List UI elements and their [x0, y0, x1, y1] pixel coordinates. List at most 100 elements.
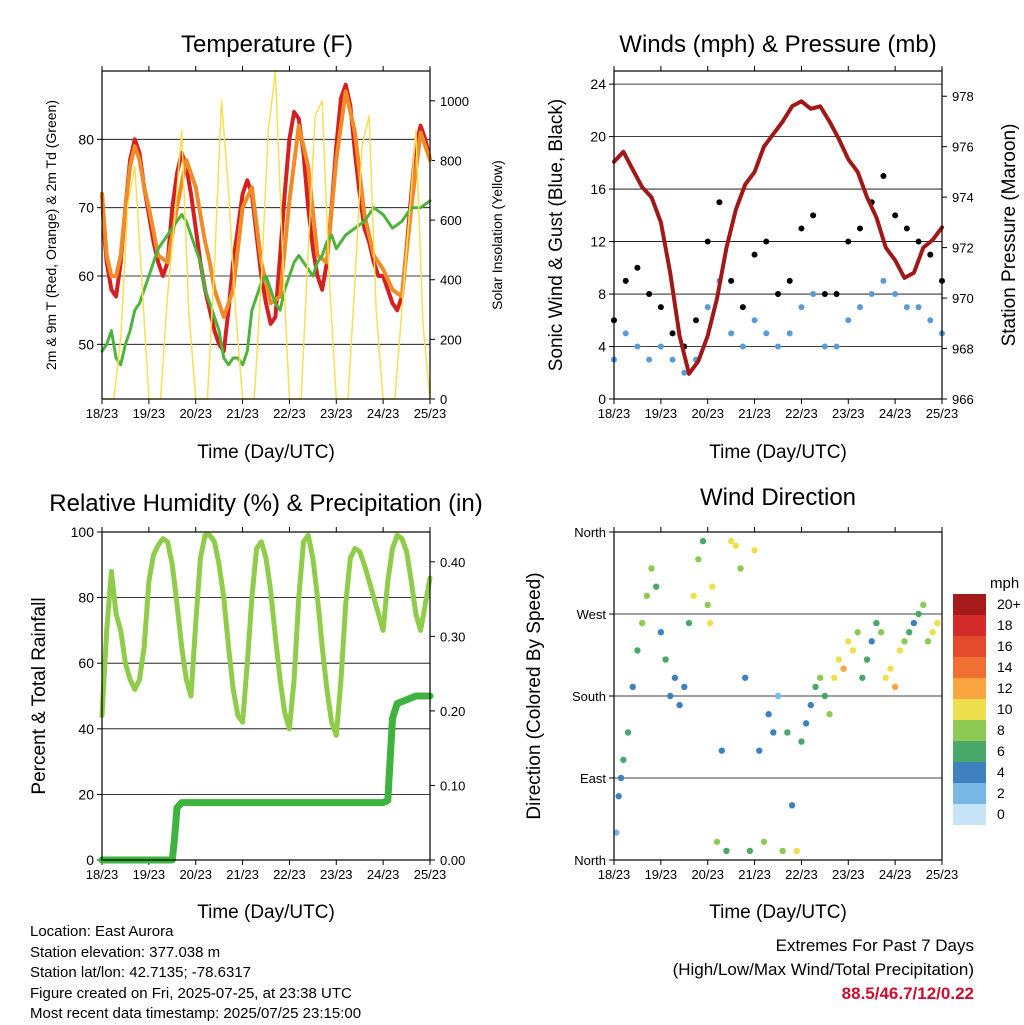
legend-label: 12 [997, 680, 1013, 696]
x-tick-label: 22/23 [273, 867, 306, 882]
td2m-line [100, 199, 432, 367]
direction-point [742, 674, 749, 681]
direction-point [643, 592, 650, 599]
created-text: Figure created on Fri, 2025-07-25, at 23… [30, 984, 352, 1002]
direction-point [620, 756, 627, 763]
direction-point [685, 619, 693, 627]
extremes-title: Extremes For Past 7 Days [775, 936, 974, 955]
legend-label: 18 [997, 617, 1013, 633]
direction-point [662, 656, 669, 663]
wind-point [669, 356, 676, 363]
direction-point [826, 711, 833, 718]
wind-point [880, 277, 887, 284]
series-group [98, 532, 434, 864]
y-tick-label: East [580, 771, 606, 786]
direction-point [732, 542, 740, 549]
gust-point [634, 264, 641, 271]
direction-point [906, 629, 913, 636]
wind-point [728, 330, 735, 337]
series-group [100, 70, 432, 400]
x-tick-labels: 18/23 19/23 20/23 21/23 22/23 23/23 24/23 25/23 [598, 867, 959, 882]
x-tick-label: 22/23 [785, 406, 818, 421]
y2-tick-label: 0.20 [440, 704, 465, 719]
wind-point [845, 317, 852, 324]
legend-swatch [953, 783, 986, 804]
y2-tick-label: 972 [952, 241, 974, 256]
y-tick-label: 50 [78, 336, 94, 352]
direction-point [723, 847, 730, 855]
x-tick-label: 23/23 [832, 867, 865, 882]
direction-point [793, 847, 800, 855]
x-axis-label: Time (Day/UTC) [197, 902, 335, 923]
series-group [611, 99, 945, 376]
grid-lines [609, 66, 947, 404]
wind-point [739, 343, 746, 350]
y-tick-label: 20 [78, 786, 94, 802]
y-tick-labels: 0 4 8 12 16 20 24 [590, 76, 606, 407]
legend-title: mph [990, 575, 1019, 592]
direction-point [896, 647, 904, 654]
direction-point [706, 619, 714, 627]
gust-point [857, 225, 863, 232]
wind-point [775, 343, 781, 350]
direction-point [901, 638, 908, 645]
y-tick-label: 40 [78, 721, 94, 737]
y-tick-label: 70 [78, 200, 94, 216]
y2-tick-label: 968 [952, 342, 974, 357]
direction-point [709, 583, 716, 590]
direction-point [613, 829, 620, 836]
wind-point [646, 356, 653, 363]
direction-point [849, 647, 857, 654]
x-tick-label: 20/23 [691, 406, 724, 421]
x-tick-labels: 18/23 19/23 20/23 21/23 22/23 23/23 24/23 25/23 [86, 406, 447, 421]
y-axis-label: Percent & Total Rainfall [29, 597, 50, 794]
x-tick-label: 20/23 [179, 406, 212, 421]
gust-point [657, 304, 664, 311]
legend-swatch [953, 636, 986, 657]
y-tick-label: 4 [598, 339, 606, 355]
pressure-line [612, 99, 944, 376]
direction-point [816, 674, 824, 681]
wind-direction-panel: Wind Direction North East South West North 1… [524, 484, 1021, 923]
x-tick-label: 19/23 [645, 867, 678, 882]
y-tick-labels: 0 20 40 60 80 100 [71, 524, 95, 868]
station-info: Location: East Aurora Station elevation:… [30, 922, 361, 1025]
precip-line [98, 692, 434, 864]
wind-point [622, 330, 629, 337]
x-tick-label: 20/23 [691, 867, 724, 882]
direction-point [667, 692, 674, 700]
wind-point [868, 291, 875, 298]
wind-point [892, 291, 899, 298]
y2-tick-label: 966 [952, 392, 974, 407]
wind-point [927, 317, 934, 324]
y-tick-label: 60 [78, 655, 94, 671]
y-tick-label: 8 [598, 286, 606, 302]
legend-swatch [953, 720, 986, 741]
y2-tick-label: 600 [440, 213, 462, 228]
y2-tick-label: 976 [952, 140, 974, 155]
direction-point [798, 738, 805, 745]
chart-title: Relative Humidity (%) & Precipitation (i… [49, 490, 482, 517]
direction-point [624, 729, 632, 736]
x-tick-label: 25/23 [414, 867, 447, 882]
direction-point [873, 619, 880, 627]
x-tick-label: 24/23 [367, 867, 400, 882]
direction-point [831, 674, 838, 681]
x-axis-label: Time (Day/UTC) [709, 442, 847, 463]
direction-point [756, 747, 763, 754]
gust-point [693, 317, 699, 324]
direction-point [812, 683, 819, 691]
gust-point [704, 238, 711, 245]
wind-point [798, 304, 805, 311]
gust-point [845, 238, 852, 245]
direction-point [784, 729, 791, 736]
y-tick-label: 0 [598, 391, 606, 407]
x-tick-label: 21/23 [226, 406, 259, 421]
extremes-values: 88.5/46.7/12/0.22 [841, 984, 974, 1003]
plot-frame [613, 70, 943, 400]
direction-point [718, 747, 725, 754]
direction-point [690, 592, 697, 599]
y-tick-labels: 50 60 70 80 [78, 131, 94, 352]
gust-point [751, 251, 758, 258]
